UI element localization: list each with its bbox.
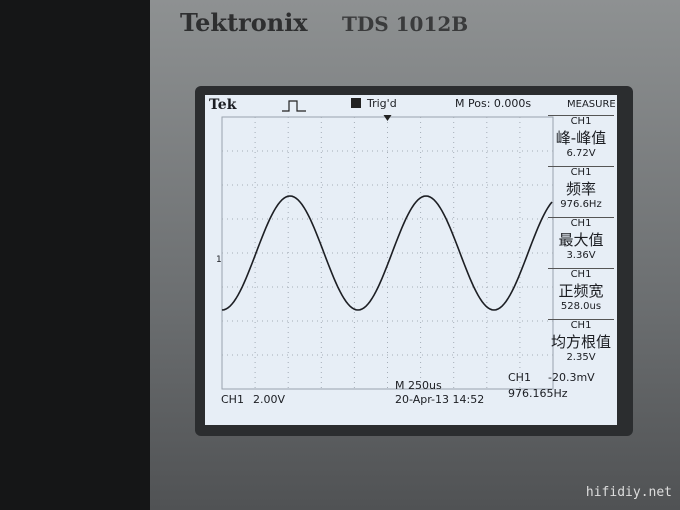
measurement: CH1 正频宽 528.0us xyxy=(548,268,614,312)
measurement-value: 3.36V xyxy=(566,250,596,261)
measurement-channel: CH1 xyxy=(570,167,592,178)
frequency: 976.165Hz xyxy=(508,387,568,400)
logo: Tek xyxy=(209,97,237,113)
measurement-channel: CH1 xyxy=(570,218,592,229)
measurement-value: 976.6Hz xyxy=(560,199,602,210)
measurement-label: 峰-峰值 xyxy=(555,129,607,147)
measurement-label: 正频宽 xyxy=(558,282,604,300)
footer-channel: CH1 xyxy=(221,393,244,406)
timebase: M 250us xyxy=(395,379,442,392)
channel-marker: 1 xyxy=(216,255,222,265)
screen: Tek Trig'd M Pos: 0.000s MEASURE 1 CH1 峰-… xyxy=(205,95,617,425)
brand: Tektronix xyxy=(180,8,308,37)
measurement-label: 均方根值 xyxy=(550,333,611,351)
waveform xyxy=(221,195,553,311)
trigger-channel: CH1 xyxy=(508,371,531,384)
measurement-label: 频率 xyxy=(565,180,596,198)
measurement-value: 528.0us xyxy=(560,301,602,312)
position: M Pos: 0.000s xyxy=(455,97,532,110)
measurement-channel: CH1 xyxy=(570,269,592,280)
measurement: CH1 均方根值 2.35V xyxy=(548,319,614,363)
menu-title: MEASURE xyxy=(567,99,616,110)
measurement-label: 最大值 xyxy=(558,231,604,249)
trigger-position-marker xyxy=(383,115,392,121)
measurement: CH1 峰-峰值 6.72V xyxy=(548,115,614,159)
datetime: 20-Apr-13 14:52 xyxy=(395,393,485,406)
model: TDS 1012B xyxy=(342,12,469,36)
measurement-channel: CH1 xyxy=(570,320,592,331)
measurement-value: 6.72V xyxy=(566,148,596,159)
measurement-channel: CH1 xyxy=(570,116,592,127)
measurement: CH1 最大值 3.36V xyxy=(548,217,614,261)
trigger-level: -20.3mV xyxy=(548,371,595,384)
measurement-value: 2.35V xyxy=(566,352,596,363)
volts-per-div: 2.00V xyxy=(253,393,286,406)
trigger-state: Trig'd xyxy=(367,97,397,110)
measurement: CH1 频率 976.6Hz xyxy=(548,166,614,210)
trigger-type-icon xyxy=(351,98,361,108)
trigger-icon xyxy=(282,100,306,112)
watermark: hifidiy.net xyxy=(585,485,672,500)
graticule xyxy=(221,115,554,390)
